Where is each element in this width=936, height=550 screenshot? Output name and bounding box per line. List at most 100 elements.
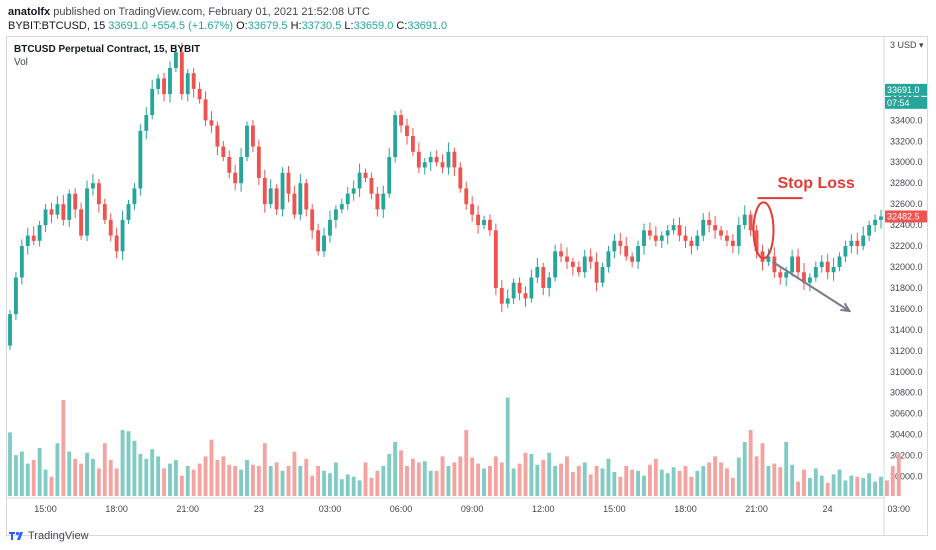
candle-body: [85, 188, 89, 236]
candle-body: [600, 267, 605, 283]
candle-body: [683, 235, 688, 241]
candle-body: [636, 246, 640, 262]
volume-bar: [215, 460, 220, 496]
candle-body: [642, 230, 646, 247]
price-axis-tick-label: 32200.0: [890, 241, 923, 251]
ohlc-low-value: 33659.0: [353, 20, 394, 32]
volume-bar: [339, 479, 344, 496]
volume-bar: [173, 460, 178, 496]
candle-body: [67, 193, 72, 220]
candle-body: [653, 235, 658, 241]
volume-bar: [725, 468, 729, 496]
candle-body: [849, 240, 854, 247]
price-axis-tick-label: 31800.0: [890, 283, 923, 293]
volume-bar: [642, 475, 646, 496]
volume-bar: [565, 456, 569, 496]
time-axis-tick-label: 03:00: [319, 504, 342, 514]
candle-body: [440, 162, 445, 168]
volume-bar: [464, 430, 469, 496]
last-value: 33691.0: [108, 20, 149, 32]
candle-body: [879, 216, 883, 220]
time-axis-tick-label: 21:00: [745, 504, 768, 514]
candle-body: [381, 193, 386, 210]
volume-bar: [523, 452, 528, 496]
volume-bar: [144, 458, 149, 496]
change-value: +554.5 (+1.67%): [151, 20, 234, 32]
volume-bar: [535, 464, 540, 496]
candle-body: [677, 225, 682, 236]
volume-bar: [304, 458, 309, 496]
candle-body: [582, 256, 587, 273]
candle-body: [393, 115, 398, 157]
candle-body: [79, 209, 84, 236]
volume-bar: [19, 451, 24, 496]
currency-selector[interactable]: 3 USD ▾: [890, 40, 924, 50]
candle-body: [476, 214, 481, 226]
ohlc-high-label: H:: [290, 20, 302, 32]
volume-bar: [156, 456, 161, 496]
volume-bar: [736, 457, 741, 496]
volume-bar: [85, 452, 89, 496]
volume-bar: [61, 400, 66, 496]
candle-body: [719, 230, 723, 236]
author-name[interactable]: anatolfx: [8, 6, 51, 18]
volume-bar: [446, 466, 451, 496]
candle-body: [861, 235, 866, 247]
candle-body: [772, 256, 777, 273]
price-axis-tick-label: 32400.0: [890, 220, 923, 230]
volume-bar: [695, 470, 700, 496]
candle-body: [274, 188, 279, 210]
volume-bar: [819, 475, 824, 496]
candle-body: [725, 235, 729, 241]
volume-bar: [499, 462, 504, 496]
volume-bar: [256, 466, 261, 496]
downtrend-arrow-line: [771, 260, 850, 312]
volume-bar: [268, 466, 273, 496]
candle-body: [867, 225, 872, 236]
volume-bar: [73, 458, 78, 496]
candle-body: [410, 136, 415, 152]
volume-bar: [316, 466, 321, 496]
candle-body: [345, 193, 350, 205]
candle-body: [221, 146, 226, 157]
volume-bar: [310, 475, 315, 496]
volume-bar: [701, 466, 706, 496]
candle-body: [156, 78, 161, 89]
volume-bar: [713, 456, 718, 496]
volume-bar: [25, 463, 30, 496]
candle-body: [618, 240, 623, 247]
candle-body: [784, 272, 789, 278]
candle-body: [464, 188, 469, 205]
volume-bar: [630, 469, 635, 496]
volume-bar: [262, 443, 267, 496]
volume-bar: [890, 466, 895, 496]
candle-body: [126, 204, 131, 220]
publish-byline: anatolfx published on TradingView.com, F…: [8, 6, 370, 18]
price-axis-tick-label: 30200.0: [890, 451, 923, 461]
volume-bar: [381, 466, 386, 496]
volume-bar: [31, 460, 36, 496]
candle-body: [310, 209, 315, 231]
volume-bar: [594, 466, 599, 496]
volume-bar: [168, 463, 172, 496]
volume-bar: [612, 472, 617, 496]
candle-body: [91, 183, 95, 189]
candle-body: [843, 246, 848, 257]
candle-body: [428, 157, 433, 163]
candle-body: [701, 219, 706, 236]
volume-bar: [428, 470, 433, 496]
current-price-badge: 32482.5: [887, 211, 920, 221]
candle-body: [778, 272, 783, 278]
candle-body: [576, 267, 581, 273]
volume-bar: [132, 440, 137, 496]
price-axis-tick-label: 31400.0: [890, 325, 923, 335]
candle-body: [280, 172, 285, 210]
volume-bar: [96, 468, 101, 496]
volume-bar: [665, 473, 670, 496]
volume-bar: [292, 451, 297, 496]
volume-bar: [452, 462, 457, 496]
price-axis-tick-label: 33400.0: [890, 115, 923, 125]
candle-body: [742, 214, 747, 226]
volume-legend: Vol: [14, 57, 28, 68]
